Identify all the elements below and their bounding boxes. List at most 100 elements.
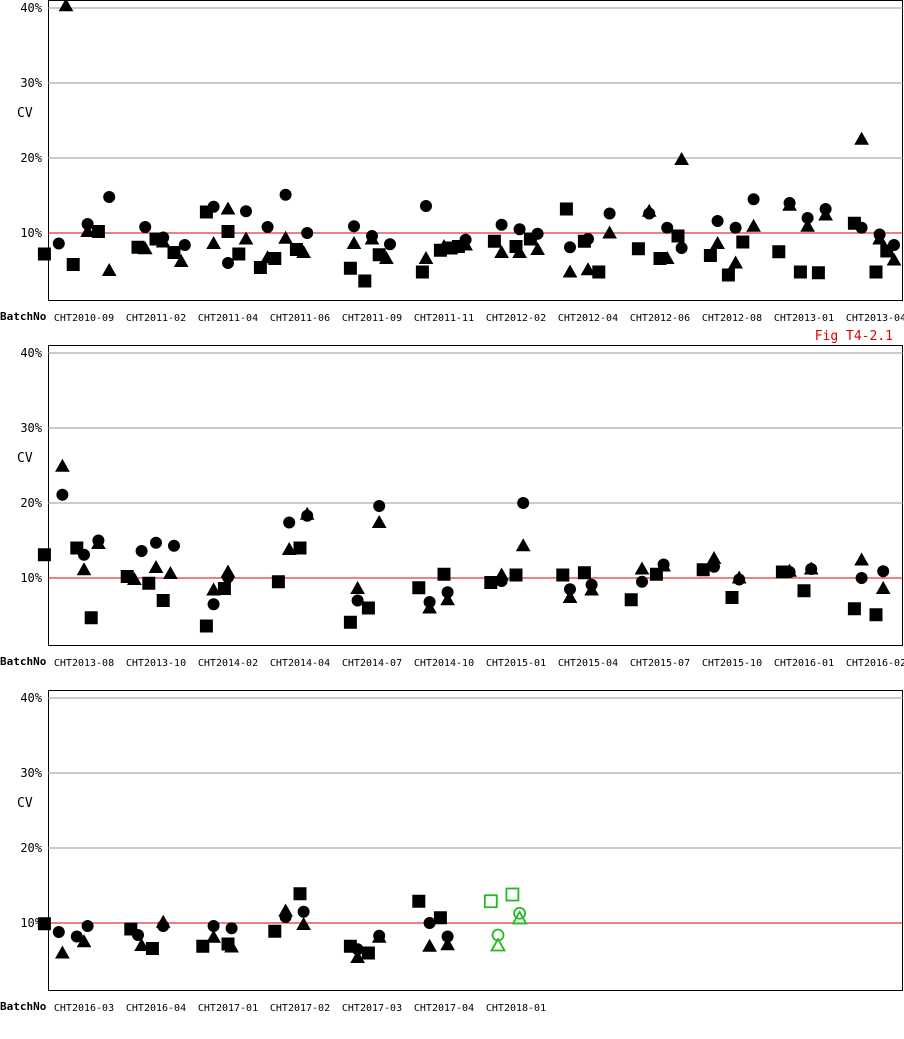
data-point-square bbox=[199, 619, 213, 633]
data-point-triangle bbox=[58, 0, 74, 12]
data-point-circle bbox=[531, 227, 544, 240]
y-axis-label: CV bbox=[17, 796, 33, 811]
x-axis-label: BatchNo bbox=[0, 655, 47, 668]
data-point-circle bbox=[150, 536, 162, 549]
data-point-triangle bbox=[580, 262, 596, 276]
data-point-square bbox=[484, 576, 498, 589]
data-point-circle bbox=[92, 534, 105, 547]
data-point-circle bbox=[423, 596, 436, 608]
data-point-circle bbox=[747, 193, 760, 206]
batch-label: CHT2011-06 bbox=[270, 313, 330, 324]
data-point-square bbox=[559, 202, 573, 216]
data-point-triangle bbox=[530, 241, 545, 255]
data-point-circle bbox=[373, 929, 386, 942]
data-point-square bbox=[412, 581, 426, 595]
data-point-circle bbox=[441, 586, 454, 599]
data-point-triangle bbox=[127, 571, 142, 585]
data-point-circle bbox=[56, 488, 69, 501]
data-point-circle bbox=[819, 203, 832, 215]
batch-label: CHT2016-04 bbox=[126, 1003, 186, 1014]
batch-label: CHT2013-01 bbox=[774, 313, 834, 324]
data-point-circle bbox=[729, 221, 742, 234]
data-point-circle bbox=[564, 583, 576, 596]
data-point-triangle bbox=[224, 939, 239, 953]
data-point-triangle bbox=[800, 218, 815, 232]
data-point-triangle bbox=[278, 230, 293, 244]
data-point-circle bbox=[222, 571, 234, 584]
data-point-square bbox=[358, 274, 372, 288]
data-point-triangle bbox=[515, 538, 531, 552]
x-axis-label: BatchNo bbox=[0, 1000, 47, 1013]
data-point-triangle bbox=[55, 458, 70, 472]
data-point-triangle bbox=[728, 255, 743, 269]
data-point-circle bbox=[888, 239, 900, 251]
data-point-circle bbox=[222, 257, 234, 269]
data-point-circle bbox=[178, 239, 191, 251]
data-point-circle bbox=[373, 500, 386, 512]
y-tick-label: 20% bbox=[20, 151, 42, 165]
data-point-triangle bbox=[296, 916, 311, 930]
data-point-circle bbox=[423, 917, 436, 929]
data-point-square bbox=[37, 548, 51, 562]
data-point-circle bbox=[168, 539, 180, 552]
data-point-circle bbox=[139, 221, 152, 233]
data-point-triangle bbox=[206, 929, 221, 943]
batch-label: CHT2016-02 bbox=[846, 658, 904, 669]
data-point-square bbox=[142, 576, 156, 590]
data-point-triangle bbox=[886, 252, 902, 266]
data-point-square bbox=[271, 575, 285, 589]
data-point-square bbox=[343, 261, 357, 275]
data-point-circle bbox=[207, 920, 220, 932]
data-point-circle bbox=[513, 223, 526, 236]
data-point-square bbox=[736, 235, 750, 249]
data-point-circle bbox=[441, 930, 454, 943]
data-point-square bbox=[145, 942, 159, 955]
data-point-circle bbox=[582, 233, 594, 245]
y-tick-label: 30% bbox=[20, 76, 42, 90]
data-point-square bbox=[847, 602, 861, 616]
batch-label: CHT2011-04 bbox=[198, 313, 258, 324]
batch-label: CHT2015-01 bbox=[486, 658, 546, 669]
data-point-square bbox=[91, 225, 105, 238]
data-point-square bbox=[592, 265, 606, 279]
x-axis-label: BatchNo bbox=[0, 310, 47, 323]
data-point-triangle bbox=[371, 514, 387, 528]
data-point-circle bbox=[783, 197, 796, 209]
data-point-triangle bbox=[206, 235, 221, 249]
data-point-circle bbox=[348, 220, 360, 233]
data-point-circle bbox=[661, 221, 674, 234]
y-axis-label: CV bbox=[17, 106, 33, 121]
data-point-circle bbox=[675, 242, 688, 254]
data-point-square bbox=[37, 917, 51, 931]
data-point-triangle bbox=[854, 131, 869, 145]
y-tick-label: 10% bbox=[20, 571, 42, 585]
data-point-square bbox=[869, 265, 883, 279]
data-point-circle bbox=[225, 922, 238, 935]
data-point-triangle bbox=[350, 580, 365, 594]
data-point-circle bbox=[301, 509, 314, 522]
data-point-circle bbox=[491, 928, 505, 942]
batch-label: CHT2017-01 bbox=[198, 1003, 258, 1014]
y-tick-label: 30% bbox=[20, 421, 42, 435]
data-point-square bbox=[556, 568, 570, 582]
data-point-square bbox=[811, 266, 825, 280]
data-point-circle bbox=[81, 920, 94, 932]
data-point-triangle bbox=[163, 565, 178, 579]
data-point-square bbox=[84, 611, 98, 625]
data-point-circle bbox=[783, 566, 796, 578]
data-point-triangle bbox=[674, 151, 689, 165]
batch-label: CHT2016-03 bbox=[54, 1003, 114, 1014]
y-tick-label: 10% bbox=[20, 916, 42, 930]
data-point-square bbox=[268, 252, 282, 265]
data-point-triangle bbox=[418, 250, 434, 264]
data-point-circle bbox=[301, 227, 314, 239]
data-point-circle bbox=[643, 207, 656, 220]
data-point-square bbox=[671, 229, 685, 243]
data-point-triangle bbox=[602, 225, 617, 239]
y-tick-label: 40% bbox=[20, 346, 42, 360]
data-point-triangle bbox=[494, 244, 509, 258]
y-tick-label: 30% bbox=[20, 766, 42, 780]
data-point-circle bbox=[801, 212, 814, 224]
data-point-triangle bbox=[562, 589, 578, 603]
y-tick-label: 10% bbox=[20, 226, 42, 240]
